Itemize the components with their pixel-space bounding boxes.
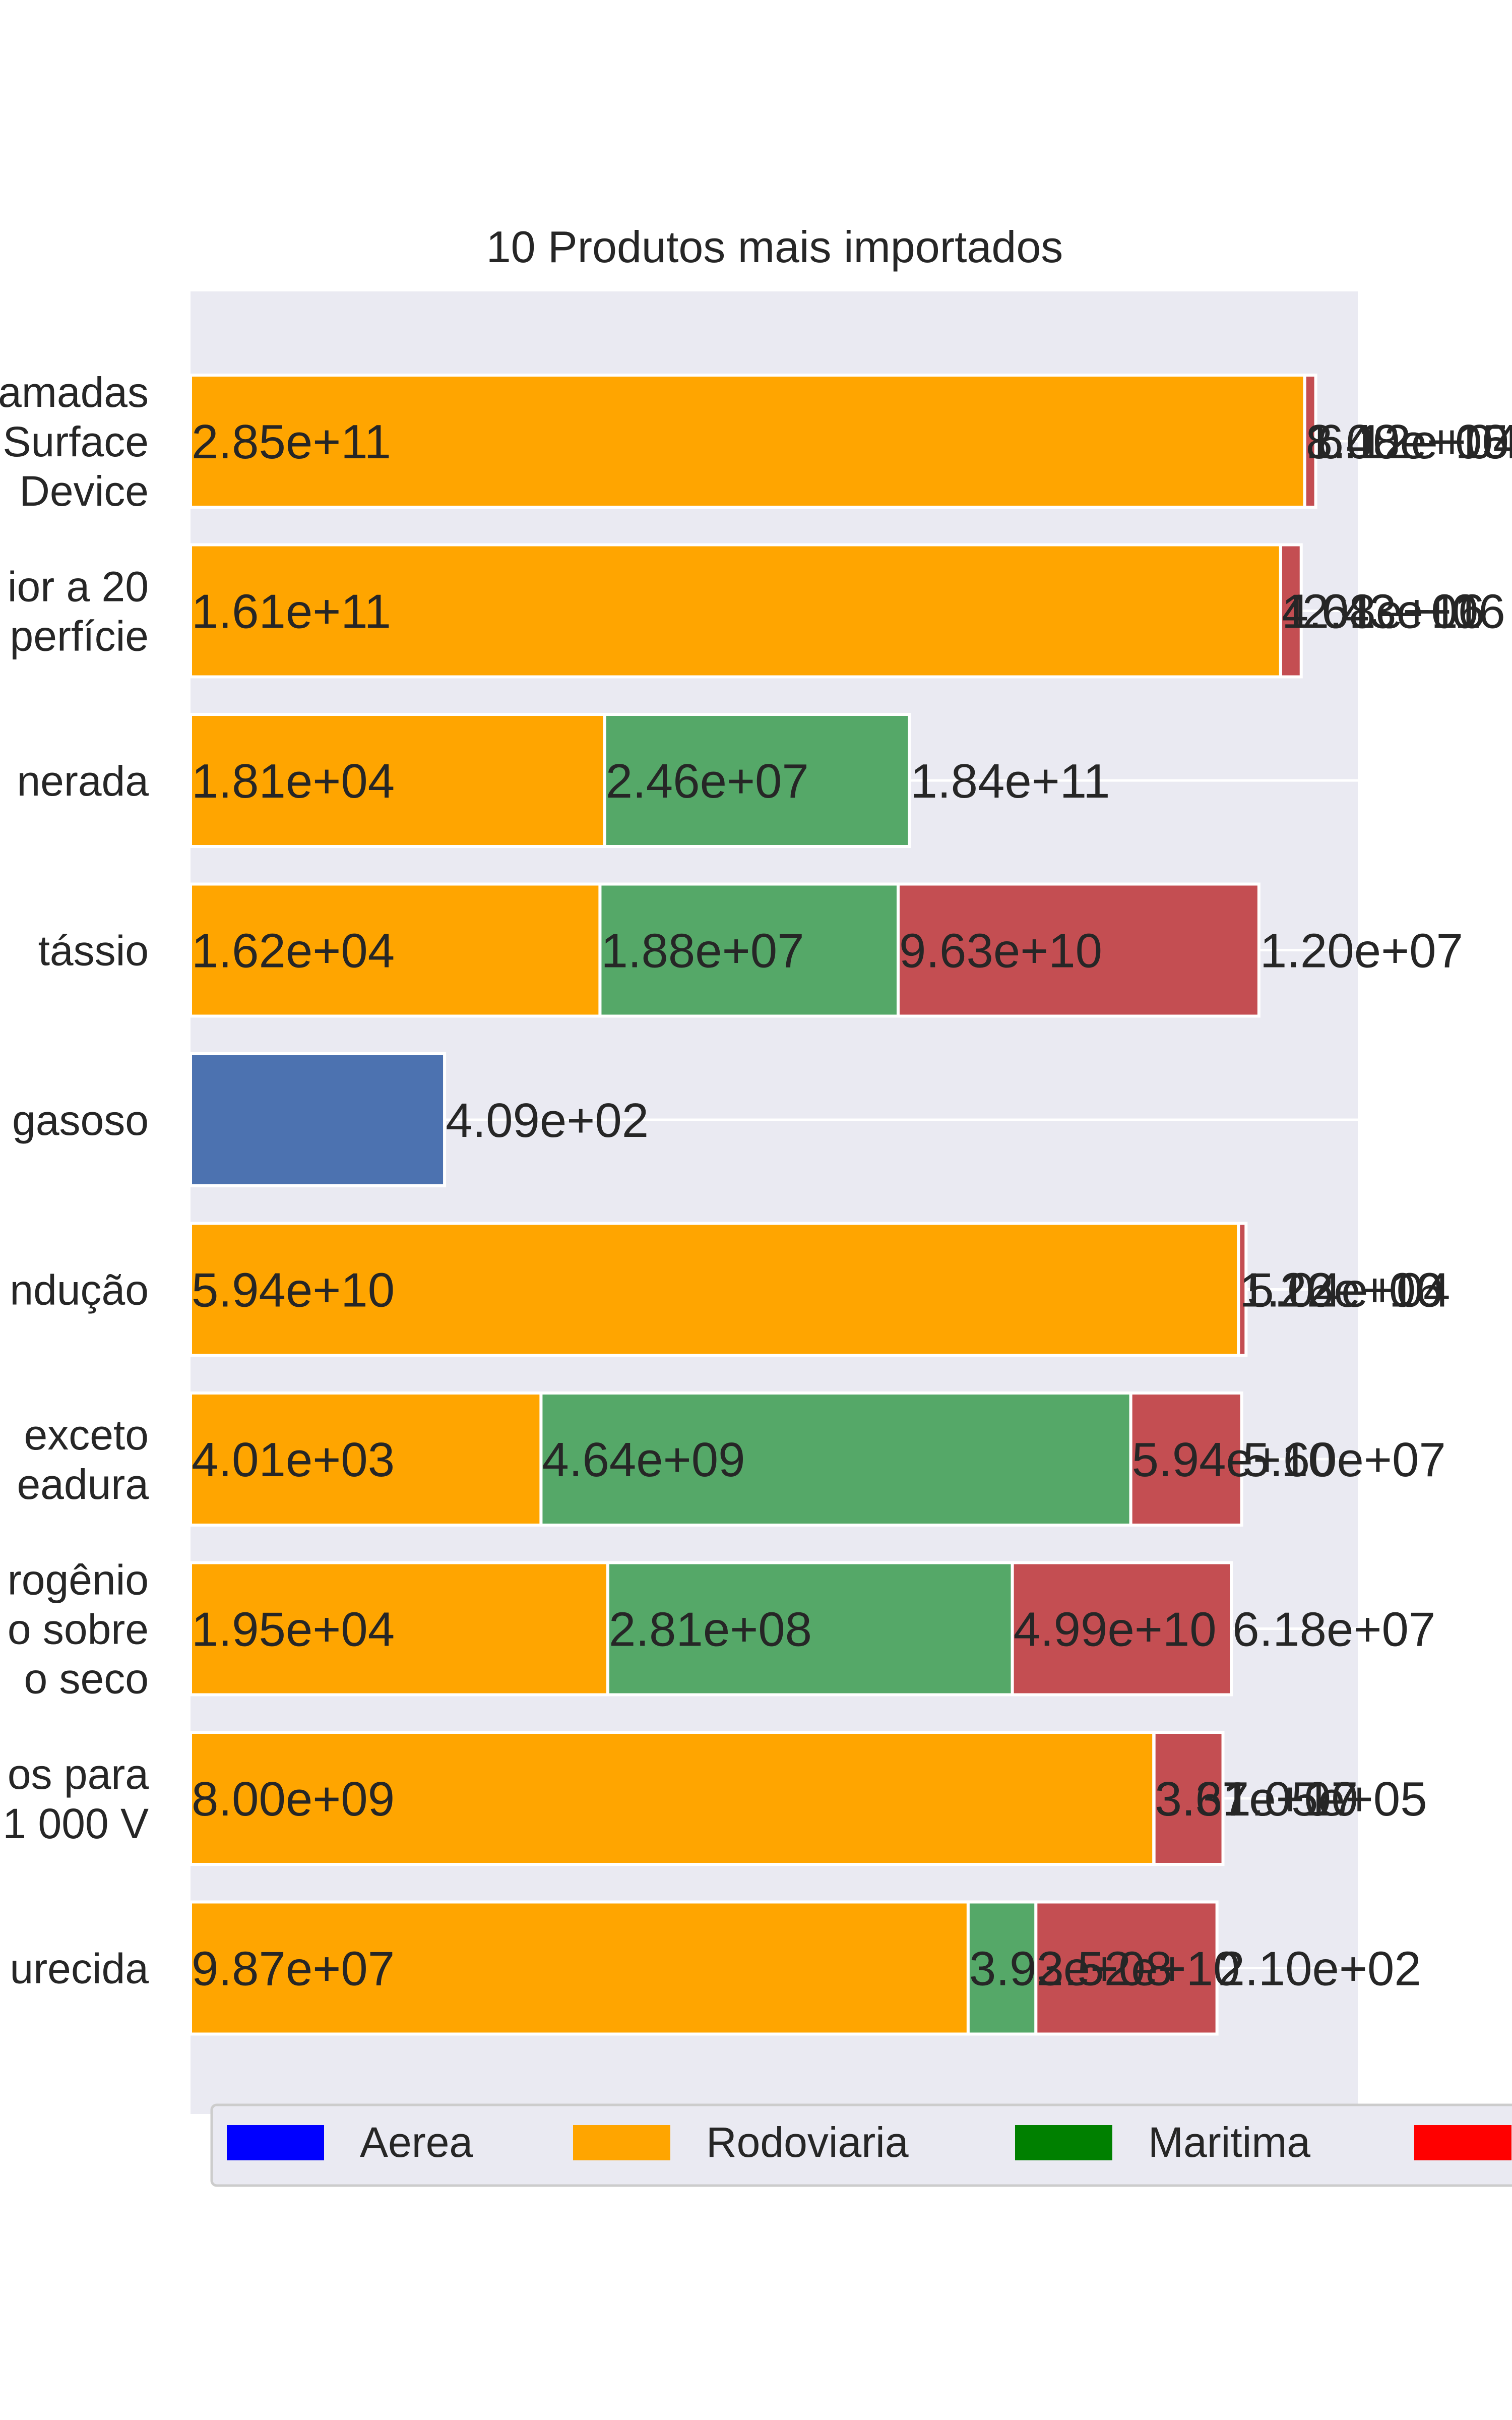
data-label: 4.68e+06 — [1282, 585, 1485, 639]
data-label: 1.62e+04 — [192, 924, 395, 978]
bar-segment — [606, 1561, 1014, 1697]
data-label: 8.00e+09 — [192, 1772, 395, 1826]
data-label: 4.99e+10 — [1014, 1603, 1217, 1657]
category-label: amadas — [0, 369, 149, 416]
category-label: exceto — [24, 1411, 149, 1459]
data-label: 9.63e+10 — [899, 924, 1102, 978]
data-label: 5.94e+10 — [192, 1263, 395, 1317]
bar-segment — [189, 1731, 1156, 1866]
legend: Aerea Rodoviaria Maritima — [210, 2103, 1512, 2187]
data-label: 1.84e+11 — [911, 754, 1110, 808]
category-label: nerada — [17, 757, 149, 805]
legend-swatch — [227, 2125, 324, 2160]
bar-segment — [966, 1900, 1038, 2036]
data-label: 3.67e+07 — [1155, 1772, 1358, 1826]
data-label: 3.92e+08 — [969, 1942, 1172, 1996]
data-labels: 2.85e+11 1.00e+058.48e+106.12e+04 1.61e+11… — [192, 415, 1512, 1996]
category-label: ndução — [10, 1266, 149, 1314]
bar-segment — [189, 1052, 447, 1187]
data-label: 5.60e+07 — [1243, 1433, 1446, 1487]
legend-label: Aerea — [360, 2119, 473, 2166]
legend-swatch — [1015, 2125, 1112, 2160]
bar-segment — [1034, 1900, 1219, 2036]
category-label: tássio — [38, 927, 149, 975]
bar-segment — [189, 882, 602, 1018]
data-label: 1.81e+04 — [192, 754, 395, 808]
bar-segment — [1011, 1561, 1233, 1697]
bar-segment — [1237, 1222, 1248, 1357]
data-label: 5.04e+04 — [1247, 1263, 1450, 1317]
data-label: 3.31e+10 — [1155, 1772, 1358, 1826]
bar-segment — [539, 1392, 1132, 1527]
data-label: 1.05e+05 — [1224, 1772, 1427, 1826]
category-label: o seco — [24, 1655, 149, 1703]
category-label: Surface — [3, 418, 149, 465]
bar-segment — [598, 882, 900, 1018]
data-label: 1.20e+07 — [1260, 924, 1463, 978]
data-label: 2.85e+11 — [192, 415, 391, 469]
category-label: ior a 20 — [8, 563, 149, 611]
bar-segment — [1152, 1731, 1225, 1866]
bar-segment — [603, 713, 911, 848]
data-label: 1.22e+06 — [1239, 1263, 1442, 1317]
bars — [189, 374, 1317, 2036]
category-label: urecida — [10, 1945, 149, 1992]
data-label: 8.48e+10 — [1306, 415, 1509, 469]
category-label: gasoso — [12, 1097, 149, 1144]
legend-label: Maritima — [1148, 2119, 1310, 2166]
data-label: 6.18e+07 — [1232, 1603, 1435, 1657]
data-label: 6.12e+04 — [1317, 415, 1512, 469]
bar-segment — [1303, 374, 1317, 509]
data-label: 2.46e+07 — [606, 754, 809, 808]
category-label: eadura — [17, 1461, 149, 1508]
bar-segment — [189, 1392, 543, 1527]
legend-swatch — [573, 2125, 670, 2160]
data-label: 4.01e+03 — [192, 1433, 395, 1487]
category-label: os para — [8, 1750, 149, 1798]
chart-title: 10 Produtos mais importados — [486, 222, 1063, 272]
data-label: 5.94e+10 — [1132, 1433, 1335, 1487]
data-label: 3.52e+10 — [1037, 1942, 1240, 1996]
category-label: perfície — [10, 613, 149, 660]
legend-swatch — [1414, 2125, 1511, 2160]
legend-label: Rodoviaria — [706, 2119, 909, 2166]
data-label: 1.00e+05 — [1306, 415, 1509, 469]
data-label: 1.16e+10 — [1239, 1263, 1442, 1317]
bar-segment — [1129, 1392, 1243, 1527]
data-label: 4.09e+02 — [446, 1094, 649, 1147]
data-label: 2.81e+08 — [609, 1603, 812, 1657]
bar-segment — [896, 882, 1261, 1018]
data-label: 1.88e+07 — [601, 924, 804, 978]
data-label: 2.10e+02 — [1218, 1942, 1421, 1996]
category-label: o sobre — [8, 1606, 149, 1653]
category-label: 1 000 V — [3, 1800, 149, 1847]
data-label: 1.95e+04 — [192, 1603, 395, 1657]
legend-frame — [210, 2103, 1512, 2187]
category-label: rogênio — [8, 1556, 149, 1604]
data-label: 1.01e+11 — [1282, 585, 1481, 639]
bar-segment — [189, 1900, 970, 2036]
category-label: Device — [19, 467, 149, 515]
bar-segment — [1279, 543, 1303, 679]
data-label: 2.43e+06 — [1302, 585, 1505, 639]
data-label: 9.87e+07 — [192, 1942, 395, 1996]
data-label: 4.64e+09 — [542, 1433, 745, 1487]
data-label: 1.61e+11 — [192, 585, 391, 639]
